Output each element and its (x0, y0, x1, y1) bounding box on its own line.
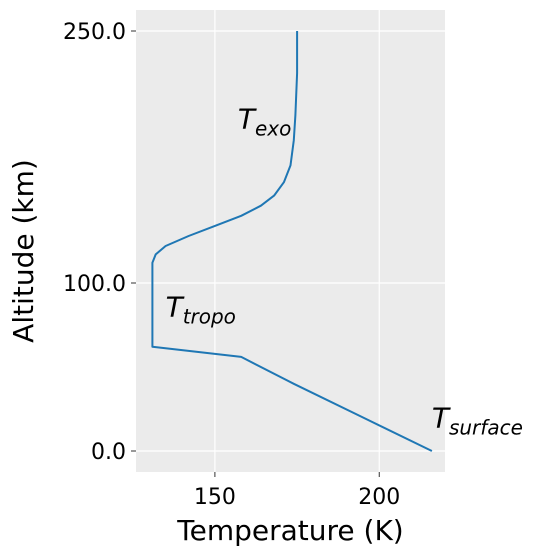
x-tick-label: 200 (358, 485, 400, 510)
y-tick-label: 250.0 (63, 20, 126, 45)
x-tick-label: 150 (194, 485, 236, 510)
y-tick-label: 0.0 (91, 440, 126, 465)
y-axis-ticks: 0.0 100.0 250.0 (63, 20, 136, 465)
temperature-profile-line (151, 31, 433, 452)
annotation-base: T (238, 102, 257, 135)
annotation-t-tropo: Ttropo (166, 291, 236, 329)
annotation-t-surface: Tsurface (432, 401, 523, 439)
grid (136, 10, 445, 472)
x-axis-ticks: 150 200 (194, 472, 400, 510)
annotation-subscript: tropo (183, 305, 236, 329)
annotation-subscript: exo (255, 116, 291, 140)
annotation-t-exo: Texo (238, 102, 291, 140)
annotation-base: T (432, 401, 451, 434)
x-axis-label: Temperature (K) (176, 514, 403, 547)
plot-background (136, 10, 445, 472)
annotation-base: T (166, 291, 185, 324)
y-tick-label: 100.0 (63, 272, 126, 297)
y-axis-label: Altitude (km) (7, 159, 40, 343)
annotation-subscript: surface (449, 415, 523, 439)
